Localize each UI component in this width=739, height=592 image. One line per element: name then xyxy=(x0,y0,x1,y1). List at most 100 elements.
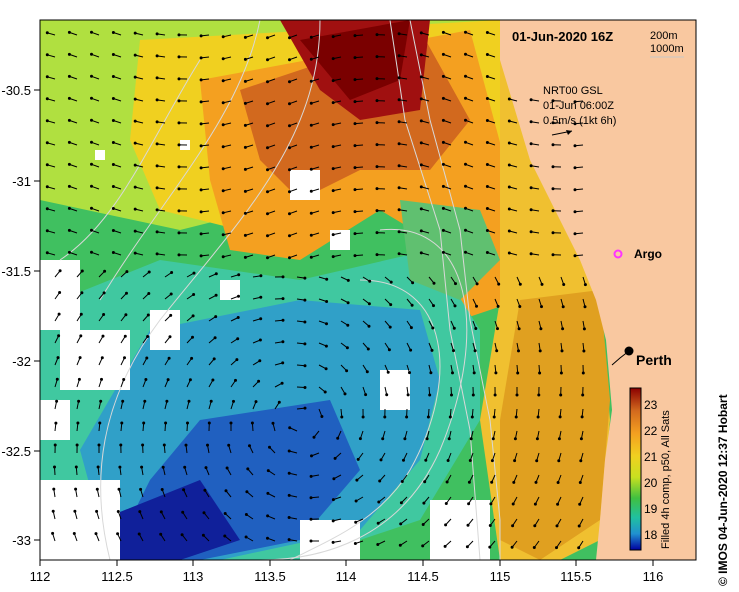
current-vector-head xyxy=(507,163,511,167)
argo-marker[interactable]: Argo xyxy=(613,247,663,261)
current-vector-head xyxy=(551,143,555,147)
current-vector-head xyxy=(309,79,313,83)
current-vector-head xyxy=(366,347,370,351)
current-vector-head xyxy=(375,187,379,191)
current-vector-head xyxy=(111,97,115,100)
current-vector-head xyxy=(243,233,247,237)
current-vector-head xyxy=(529,98,533,102)
current-vector-head xyxy=(397,142,401,146)
current-vector-head xyxy=(281,361,285,365)
current-vector-head xyxy=(177,253,181,257)
current-vector-head xyxy=(419,75,423,79)
current-vector-head xyxy=(202,511,206,515)
perth-marker[interactable]: Perth xyxy=(611,346,672,369)
current-vector-head xyxy=(199,122,203,126)
current-vector-head xyxy=(386,370,390,374)
current-vector-head xyxy=(180,533,184,537)
current-vector-head xyxy=(169,292,173,296)
current-vector-head xyxy=(221,189,225,193)
current-vector-head xyxy=(90,184,93,188)
current-vector-head xyxy=(309,539,313,543)
current-vector-head xyxy=(236,316,240,319)
current-vector-head xyxy=(155,76,159,80)
current-vector-head xyxy=(303,406,307,410)
current-vector-head xyxy=(199,166,203,170)
current-vector-head xyxy=(55,377,59,381)
current-vector-head xyxy=(133,207,137,211)
current-vector-head xyxy=(303,342,307,346)
current-vector-head xyxy=(288,256,291,260)
current-vector-head xyxy=(214,293,218,297)
current-vector-head xyxy=(375,165,379,169)
current-vector-head xyxy=(490,459,494,463)
current-vector-head xyxy=(212,357,216,361)
current-vector-head xyxy=(111,53,115,56)
current-vector-head xyxy=(485,75,489,78)
current-vector-head xyxy=(244,535,248,539)
current-vector-head xyxy=(125,291,128,295)
current-vector-head xyxy=(309,123,313,127)
current-vector-head xyxy=(95,509,99,513)
current-vector-head xyxy=(323,390,327,394)
colorbar-label: Filled 4h comp, p50, All Sats xyxy=(660,410,672,549)
current-vector-head xyxy=(165,399,169,403)
current-vector-head xyxy=(177,33,181,37)
current-vector-head xyxy=(177,165,181,169)
current-vector-head xyxy=(45,97,49,101)
current-vector-head xyxy=(495,349,499,353)
current-vector-head xyxy=(511,524,515,528)
current-vector-head xyxy=(325,277,329,281)
current-vector-head xyxy=(125,270,129,274)
current-vector-head xyxy=(383,415,387,419)
colorbar-tick: 21 xyxy=(644,450,658,464)
current-vector-head xyxy=(447,437,451,441)
current-vector-head xyxy=(421,523,425,526)
current-vector-head xyxy=(133,31,137,35)
current-vector-head xyxy=(540,305,543,309)
current-vector-head xyxy=(227,443,231,447)
current-vector-head xyxy=(507,185,511,189)
current-vector-head xyxy=(288,58,291,62)
current-vector-head xyxy=(331,233,335,237)
current-vector-head xyxy=(133,75,137,79)
current-vector-head xyxy=(246,467,250,471)
current-vector-head xyxy=(473,349,477,353)
argo-label: Argo xyxy=(634,247,662,261)
current-vector-head xyxy=(397,208,401,212)
current-vector-head xyxy=(402,458,405,462)
depth-legend-200m: 200m xyxy=(650,30,678,42)
current-vector-head xyxy=(517,327,521,331)
current-vector-head xyxy=(464,52,467,56)
current-vector-head xyxy=(67,74,71,78)
land-mass xyxy=(500,20,696,560)
current-vector-head xyxy=(518,282,522,286)
current-vector-head xyxy=(177,143,181,147)
current-vector-head xyxy=(177,55,181,59)
current-vector-head xyxy=(353,144,357,148)
current-scale: 0.5m/s (1kt 6h) xyxy=(543,115,616,127)
current-vector-head xyxy=(90,96,93,100)
current-vector-head xyxy=(464,140,467,144)
current-vector-head xyxy=(74,465,78,469)
current-vector-head xyxy=(133,141,137,145)
current-vector-head xyxy=(45,53,49,57)
current-vector-head xyxy=(422,501,426,505)
current-vector-head xyxy=(485,119,489,122)
current-vector-head xyxy=(111,229,115,232)
current-vector-head xyxy=(155,54,159,58)
current-vector-head xyxy=(557,437,561,441)
current-vector-head xyxy=(78,356,82,360)
current-vector-head xyxy=(144,378,148,381)
current-vector-head xyxy=(204,466,208,470)
current-vector-head xyxy=(529,120,533,124)
current-vector-head xyxy=(243,145,247,149)
current-vector-head xyxy=(259,274,263,278)
current-vector-head xyxy=(90,250,93,254)
current-vector-head xyxy=(507,229,511,233)
current-vector-head xyxy=(397,120,401,124)
current-vector-head xyxy=(518,305,522,308)
current-vector-head xyxy=(266,190,269,194)
current-vector-head xyxy=(375,99,379,103)
current-vector-head xyxy=(111,31,115,34)
current-vector-head xyxy=(464,118,467,122)
